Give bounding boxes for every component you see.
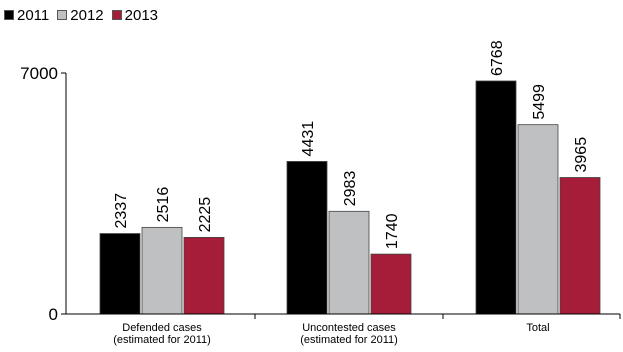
legend-item-2013: 2013 bbox=[111, 6, 159, 24]
legend-item-2011: 2011 bbox=[4, 7, 49, 24]
bar-2011-1 bbox=[286, 161, 328, 315]
category-label-1-0: Uncontested cases bbox=[302, 322, 396, 334]
bar-2012-0 bbox=[141, 226, 183, 315]
y-tick-label-7000: 7000 bbox=[20, 64, 58, 83]
bar-2012-1 bbox=[328, 210, 370, 315]
bar-2013-1 bbox=[370, 253, 412, 315]
bar-2013-2 bbox=[559, 177, 601, 315]
value-label-2012-1: 2983 bbox=[342, 171, 359, 207]
bar-2011-0 bbox=[99, 233, 141, 315]
legend-swatch-2012 bbox=[57, 10, 68, 20]
legend-label-2013: 2013 bbox=[124, 6, 159, 24]
bar-2011-2 bbox=[475, 80, 517, 315]
category-label-0-0: Defended cases bbox=[122, 322, 202, 334]
legend: 2011 2012 2013 bbox=[4, 4, 158, 26]
value-label-2013-2: 3965 bbox=[573, 137, 590, 173]
category-label-2-0: Total bbox=[526, 322, 549, 334]
value-label-2013-1: 1740 bbox=[384, 213, 401, 249]
value-label-2012-2: 5499 bbox=[531, 84, 548, 120]
legend-label-2012: 2012 bbox=[70, 6, 104, 24]
legend-label-2011: 2011 bbox=[17, 6, 50, 24]
category-label-1-1: (estimated for 2011) bbox=[300, 334, 398, 346]
category-label-0-1: (estimated for 2011) bbox=[113, 334, 211, 346]
value-label-2012-0: 2516 bbox=[155, 187, 172, 223]
bar-2013-0 bbox=[183, 236, 225, 315]
legend-swatch-2011 bbox=[4, 10, 14, 20]
value-label-2011-0: 2337 bbox=[113, 193, 130, 229]
y-tick-label-0: 0 bbox=[49, 305, 58, 324]
value-label-2013-0: 2225 bbox=[197, 197, 214, 233]
legend-swatch-2013 bbox=[111, 10, 122, 20]
bar-2012-2 bbox=[517, 124, 559, 315]
legend-item-2012: 2012 bbox=[57, 6, 104, 24]
value-label-2011-1: 4431 bbox=[300, 121, 317, 157]
value-label-2011-2: 6768 bbox=[489, 40, 506, 76]
